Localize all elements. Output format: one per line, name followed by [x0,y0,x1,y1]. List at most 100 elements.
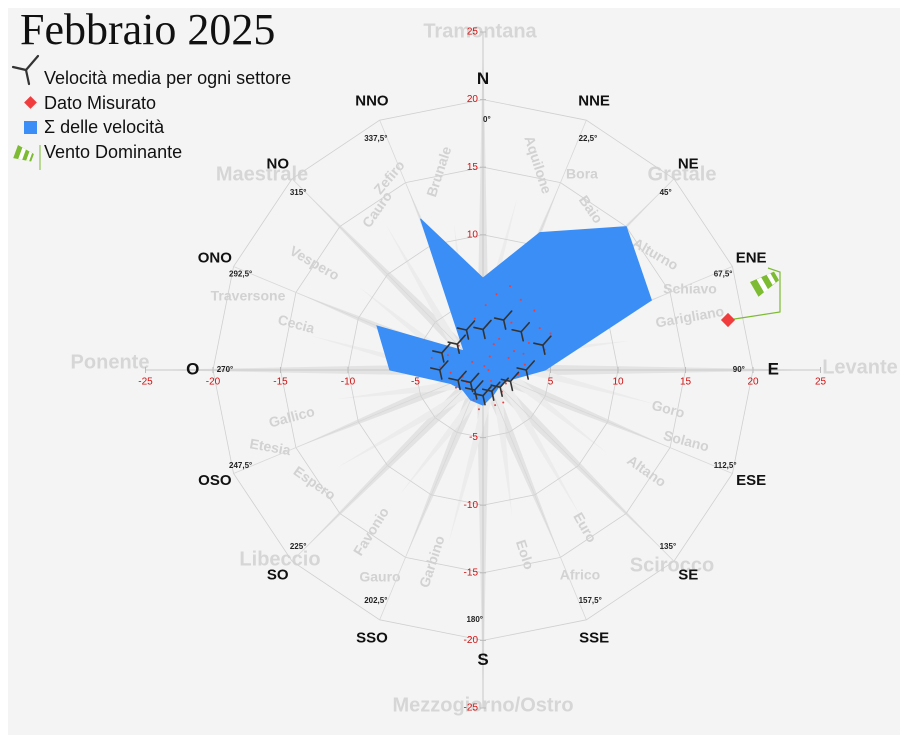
y-tick-label: -25 [464,703,479,714]
measured-point [449,371,452,374]
dominant-wind [720,267,781,328]
x-tick-label: -5 [411,377,420,388]
turbine-blade [465,329,470,340]
degree-label: 315° [290,188,307,197]
turbine-blade [429,367,441,371]
turbine-blade [511,328,522,333]
grid-spoke [482,369,587,620]
turbine-blade [533,342,544,346]
measured-point [446,354,449,357]
legend-label: Dato Misurato [44,93,156,113]
legend-windsock-icon [13,145,34,162]
sector-label: S [477,650,488,669]
degree-label: 112,5° [714,461,737,470]
turbine-blade [473,389,478,400]
grid-spoke [291,178,484,371]
measured-point [472,398,475,401]
y-tick-label: 25 [467,27,479,38]
measured-point [484,304,487,307]
turbine-blade [499,386,503,398]
measured-point [533,309,536,312]
minor-wind-name: Gauro [359,569,400,585]
minor-wind-name: Etesia [249,435,293,458]
y-tick-label: -20 [464,635,479,646]
mean-turbine [516,360,536,380]
minor-wind-name: Traversone [211,288,286,304]
measured-point [510,321,513,324]
x-tick-label: -25 [138,377,153,388]
sector-label: SSO [356,630,388,647]
measured-point [527,341,530,344]
measured-point [438,366,441,369]
sector-label: ENE [736,250,767,267]
minor-wind-name: Africo [560,567,600,583]
turbine-blade [438,369,443,380]
turbine-blade [520,330,524,342]
x-tick-label: 25 [815,377,827,388]
legend-label: Vento Dominante [44,142,182,162]
measured-point [492,343,495,346]
mean-turbine [464,380,484,400]
turbine-blade [509,380,514,392]
y-tick-label: -5 [469,432,478,443]
turbine-blade [460,379,472,384]
grid-spoke [291,369,484,562]
wind-name: Libeccio [239,548,320,570]
sector-label: E [768,359,779,378]
mean-turbine [511,321,530,342]
mean-turbine [447,334,467,354]
legend-square-icon [24,121,37,134]
measured-point [471,360,474,363]
y-tick-label: -10 [464,500,479,511]
measured-point [483,364,486,367]
turbine-blade [456,334,467,345]
turbine-blade [482,385,492,397]
x-tick-label: 10 [612,377,624,388]
sum-area [376,218,652,406]
degree-label: 270° [217,365,234,374]
measured-point [549,332,552,335]
sector-label: NO [267,155,290,172]
measured-point [487,369,490,371]
x-tick-label: 5 [548,377,554,388]
mean-turbine [533,335,552,355]
measured-point [495,293,498,296]
x-tick-label: -20 [206,377,221,388]
sector-label: SE [678,567,698,584]
grid-spoke [482,369,733,474]
measured-point [488,355,491,358]
sector-label: NNO [355,92,389,109]
x-tick-label: 15 [680,377,692,388]
wind-name: Levante [822,356,898,378]
y-tick-label: -15 [464,567,479,578]
chart-title: Febbraio 2025 [20,5,275,54]
wind-name: Gretale [648,163,717,185]
x-tick-label: -10 [341,377,356,388]
y-tick-label: 15 [467,162,479,173]
mean-turbine [493,310,513,330]
measured-point [490,379,493,382]
turbine-blade [469,372,480,384]
turbine-blade [469,381,474,393]
measured-point [455,386,457,389]
mean-turbine [456,320,476,340]
x-tick-label: -15 [273,377,288,388]
turbine-blade [482,319,492,331]
turbine-blade [432,350,443,354]
y-tick-label: 20 [467,94,479,105]
sector-label: ESE [736,472,766,489]
turbine-blade [473,380,484,391]
measured-point [507,356,510,359]
turbine-blade [482,328,486,340]
turbine-blade [499,377,509,389]
sector-label: SO [267,567,289,584]
mean-turbine [448,370,467,391]
measured-point [538,327,541,330]
turbine-blade [516,367,528,371]
turbine-blade [525,360,536,371]
turbine-blade [482,394,486,406]
degree-label: 337,5° [364,134,387,143]
measured-point [522,352,525,355]
grid-spoke [482,369,675,562]
windsock [750,271,780,297]
